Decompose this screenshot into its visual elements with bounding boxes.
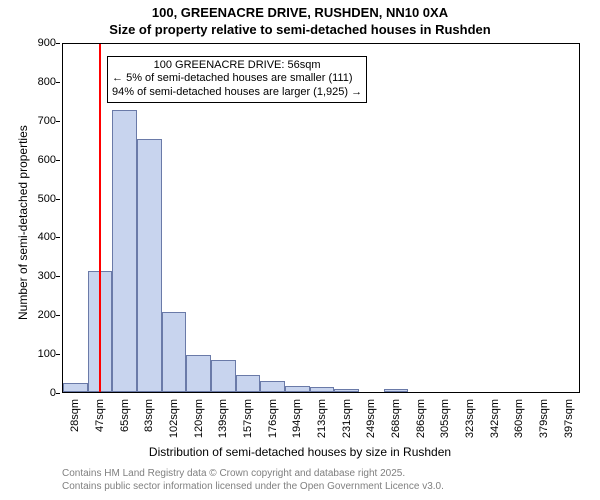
histogram-bar (285, 386, 310, 392)
annotation-line-1: 100 GREENACRE DRIVE: 56sqm (112, 59, 362, 73)
x-tick: 342sqm (489, 399, 501, 438)
histogram-bar (63, 383, 88, 392)
x-tick: 157sqm (242, 399, 254, 438)
x-axis-label: Distribution of semi-detached houses by … (0, 445, 600, 459)
y-tick: 300 (0, 270, 56, 282)
x-tick: 286sqm (415, 399, 427, 438)
histogram-bar (186, 355, 211, 392)
chart-title-line2: Size of property relative to semi-detach… (0, 22, 600, 37)
plot-area: 100 GREENACRE DRIVE: 56sqm← 5% of semi-d… (62, 43, 580, 393)
histogram-bar (162, 312, 187, 392)
x-tick: 360sqm (513, 399, 525, 438)
histogram-bar (310, 387, 335, 392)
histogram-bar (334, 389, 359, 392)
x-tick: 102sqm (168, 399, 180, 438)
histogram-bar (112, 110, 137, 392)
annotation-box: 100 GREENACRE DRIVE: 56sqm← 5% of semi-d… (107, 56, 367, 103)
x-tick: 28sqm (69, 399, 81, 432)
x-tick: 379sqm (538, 399, 550, 438)
y-tick: 600 (0, 154, 56, 166)
footer-line1: Contains HM Land Registry data © Crown c… (62, 468, 444, 481)
x-tick: 120sqm (193, 399, 205, 438)
annotation-line-2: ← 5% of semi-detached houses are smaller… (112, 72, 362, 86)
y-tick: 800 (0, 76, 56, 88)
histogram-bar (211, 360, 236, 392)
x-tick: 305sqm (439, 399, 451, 438)
x-tick: 139sqm (217, 399, 229, 438)
y-tick: 500 (0, 193, 56, 205)
y-tick: 0 (0, 387, 56, 399)
histogram-bar (384, 389, 409, 392)
histogram-bar (260, 381, 285, 392)
histogram-bar (137, 139, 162, 392)
y-tick: 400 (0, 231, 56, 243)
x-tick: 231sqm (341, 399, 353, 438)
histogram-bar (236, 375, 261, 393)
annotation-line-3: 94% of semi-detached houses are larger (… (112, 86, 362, 100)
x-tick: 323sqm (464, 399, 476, 438)
figure: 100, GREENACRE DRIVE, RUSHDEN, NN10 0XA … (0, 0, 600, 500)
y-tick: 200 (0, 309, 56, 321)
x-tick: 213sqm (316, 399, 328, 438)
footer-attribution: Contains HM Land Registry data © Crown c… (62, 468, 444, 493)
footer-line2: Contains public sector information licen… (62, 481, 444, 494)
x-tick: 249sqm (365, 399, 377, 438)
reference-line (99, 44, 101, 392)
x-tick: 83sqm (143, 399, 155, 432)
y-tick: 700 (0, 115, 56, 127)
x-tick: 65sqm (119, 399, 131, 432)
x-tick: 268sqm (390, 399, 402, 438)
x-tick: 397sqm (563, 399, 575, 438)
y-tick: 900 (0, 37, 56, 49)
x-tick: 47sqm (94, 399, 106, 432)
y-tick: 100 (0, 348, 56, 360)
x-tick: 176sqm (267, 399, 279, 438)
chart-title-line1: 100, GREENACRE DRIVE, RUSHDEN, NN10 0XA (0, 5, 600, 20)
x-tick: 194sqm (291, 399, 303, 438)
